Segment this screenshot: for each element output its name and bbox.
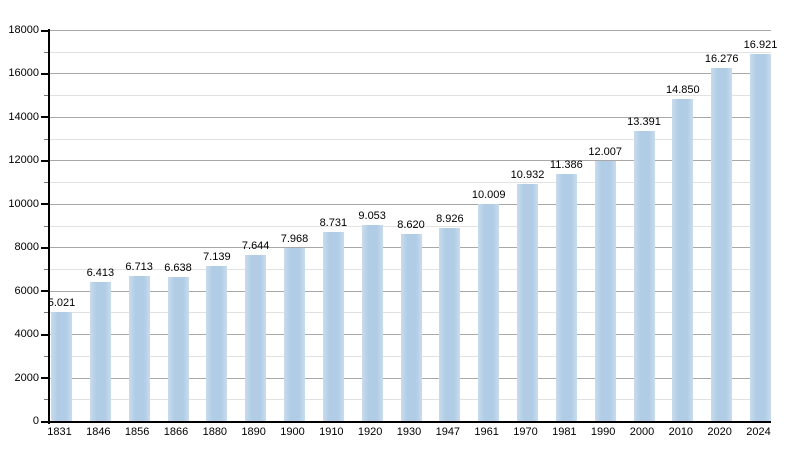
x-tick-label: 1981 <box>552 426 577 438</box>
bar <box>672 98 694 422</box>
x-tick-label: 1900 <box>280 426 305 438</box>
y-tick-major <box>41 159 50 162</box>
y-tick-major <box>41 377 50 380</box>
x-tick-label: 1910 <box>319 426 344 438</box>
y-tick-label: 8000 <box>14 241 39 254</box>
x-tick-label: 1990 <box>590 426 616 438</box>
y-tick-major <box>41 116 50 119</box>
y-tick-minor <box>44 138 48 140</box>
y-tick-label: 14000 <box>8 110 39 123</box>
bar-value-label: 7.968 <box>280 233 309 246</box>
bar-value-label: 8.731 <box>319 216 348 229</box>
bar-value-label: 16.276 <box>704 52 739 65</box>
bar-value-label: 10.009 <box>471 189 506 202</box>
bar <box>400 234 422 422</box>
bar-value-label: 5.021 <box>47 297 76 310</box>
bar-value-label: 13.391 <box>627 115 661 128</box>
y-tick-minor <box>44 225 48 227</box>
x-tick-label: 2010 <box>668 426 694 438</box>
bar <box>322 231 344 422</box>
bar <box>245 255 267 422</box>
bar <box>478 204 500 422</box>
gridline-major <box>50 30 771 31</box>
y-tick-minor <box>44 399 48 401</box>
bar <box>517 184 538 422</box>
y-tick-minor <box>44 355 48 357</box>
gridline-minor <box>50 138 771 140</box>
y-tick-minor <box>44 312 48 314</box>
y-tick-major <box>41 333 50 336</box>
bar-value-label: 7.139 <box>203 251 231 264</box>
bar <box>361 224 383 422</box>
x-axis-baseline <box>48 421 771 423</box>
y-tick-major <box>41 420 50 423</box>
y-tick-minor <box>44 51 48 53</box>
x-tick-label: 1970 <box>513 426 538 438</box>
bar-value-label: 6.638 <box>164 262 192 275</box>
y-axis-line <box>48 29 50 424</box>
bar-value-label: 8.926 <box>436 212 464 225</box>
bar <box>555 174 577 422</box>
x-tick-label: 2000 <box>629 426 655 438</box>
bar <box>750 53 771 422</box>
x-tick-label: 1831 <box>47 426 72 438</box>
y-tick-label: 2000 <box>14 371 39 384</box>
gridline-major <box>50 203 771 205</box>
y-tick-major <box>41 72 50 75</box>
y-tick-label: 4000 <box>14 328 39 341</box>
x-tick-label: 1930 <box>396 426 422 438</box>
bar-value-label: 8.620 <box>397 219 425 232</box>
y-tick-major <box>41 246 50 249</box>
bar-value-label: 16.921 <box>743 38 778 51</box>
gridline-minor <box>50 225 771 227</box>
bar <box>284 248 305 422</box>
x-tick-label: 1880 <box>202 426 228 438</box>
gridline-major <box>50 73 771 75</box>
gridline-minor <box>50 51 771 53</box>
gridline-minor <box>50 182 771 184</box>
y-tick-label: 0 <box>32 415 39 427</box>
bar-value-label: 14.850 <box>666 83 700 96</box>
bar <box>594 160 616 422</box>
bar-value-label: 10.932 <box>510 169 545 182</box>
bar-value-label: 11.386 <box>549 159 583 172</box>
bar <box>128 275 150 422</box>
y-tick-major <box>41 29 50 32</box>
x-tick-label: 1920 <box>357 426 383 438</box>
y-tick-minor <box>44 95 48 97</box>
bar-value-label: 7.644 <box>241 240 270 253</box>
y-tick-label: 16000 <box>8 67 39 80</box>
bar <box>633 130 655 422</box>
bar-value-label: 6.713 <box>125 260 153 273</box>
gridline-major <box>50 116 771 118</box>
x-tick-label: 1890 <box>241 426 266 438</box>
bar-value-label: 6.413 <box>86 267 115 280</box>
bar <box>711 67 733 422</box>
x-tick-label: 1961 <box>474 426 499 438</box>
x-tick-label: 2024 <box>746 426 771 438</box>
y-tick-label: 6000 <box>14 284 39 297</box>
gridline-major <box>50 160 771 162</box>
y-tick-label: 18000 <box>8 24 39 36</box>
x-tick-label: 1846 <box>86 426 111 438</box>
x-tick-label: 1866 <box>163 426 189 438</box>
y-tick-major <box>41 203 50 206</box>
x-tick-label: 1947 <box>435 426 461 438</box>
x-tick-label: 1856 <box>124 426 150 438</box>
bar <box>51 312 72 422</box>
y-tick-label: 10000 <box>8 197 39 210</box>
bar <box>439 227 461 422</box>
bar <box>206 266 228 422</box>
x-tick-label: 2020 <box>707 426 732 438</box>
y-tick-minor <box>44 182 48 184</box>
y-tick-minor <box>44 268 48 270</box>
y-tick-label: 12000 <box>8 154 39 167</box>
bar <box>89 282 111 422</box>
bar-value-label: 12.007 <box>588 145 622 158</box>
y-tick-major <box>41 290 50 293</box>
gridline-minor <box>50 95 771 97</box>
bar-value-label: 9.053 <box>358 209 386 222</box>
bar <box>167 277 189 422</box>
